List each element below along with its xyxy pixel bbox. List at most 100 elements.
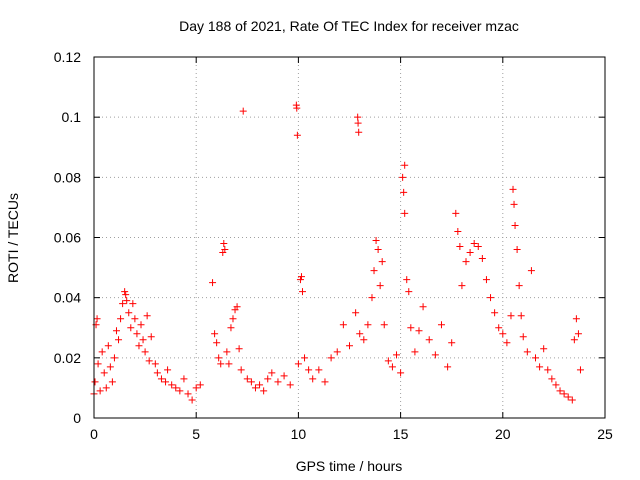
data-point-0-32 bbox=[151, 360, 159, 368]
data-point-0-60 bbox=[237, 366, 245, 374]
data-point-0-157 bbox=[572, 315, 580, 323]
data-point-0-31 bbox=[147, 333, 155, 341]
data-point-0-19 bbox=[123, 297, 131, 305]
data-point-0-48 bbox=[215, 354, 223, 362]
data-point-0-42 bbox=[188, 396, 196, 404]
data-point-0-41 bbox=[184, 390, 192, 398]
data-point-0-75 bbox=[294, 360, 302, 368]
data-point-0-108 bbox=[400, 188, 408, 196]
data-point-0-1 bbox=[91, 378, 99, 386]
data-point-0-117 bbox=[431, 351, 439, 359]
data-point-0-74 bbox=[293, 131, 301, 139]
data-point-0-116 bbox=[425, 336, 433, 344]
data-point-0-86 bbox=[339, 321, 347, 329]
data-point-0-45 bbox=[209, 279, 217, 287]
data-point-0-85 bbox=[333, 348, 341, 356]
data-point-0-22 bbox=[129, 300, 137, 308]
data-point-0-39 bbox=[176, 387, 184, 395]
data-point-0-134 bbox=[499, 330, 507, 338]
data-point-0-54 bbox=[225, 360, 233, 368]
data-point-0-145 bbox=[527, 267, 535, 275]
x-axis-label: GPS time / hours bbox=[296, 458, 403, 474]
data-point-0-156 bbox=[570, 336, 578, 344]
x-tick-label-0: 0 bbox=[90, 426, 98, 442]
data-point-0-36 bbox=[164, 366, 172, 374]
data-point-0-94 bbox=[364, 321, 372, 329]
data-point-0-114 bbox=[415, 327, 423, 335]
data-point-0-67 bbox=[264, 375, 272, 383]
data-point-0-119 bbox=[444, 363, 452, 371]
data-point-0-43 bbox=[192, 384, 200, 392]
data-point-0-25 bbox=[135, 342, 143, 350]
y-tick-label-3: 0.06 bbox=[54, 230, 81, 246]
data-point-0-147 bbox=[536, 363, 544, 371]
data-point-0-77 bbox=[297, 273, 305, 281]
data-point-0-18 bbox=[122, 291, 130, 299]
data-point-0-153 bbox=[560, 390, 568, 398]
data-point-0-141 bbox=[515, 282, 523, 290]
data-point-0-136 bbox=[507, 312, 515, 320]
x-axis-ticks: 0 5 10 15 20 25 bbox=[90, 57, 613, 442]
data-point-0-11 bbox=[108, 378, 116, 386]
data-point-0-80 bbox=[305, 366, 313, 374]
data-point-0-24 bbox=[133, 330, 141, 338]
data-point-0-158 bbox=[574, 330, 582, 338]
data-point-0-64 bbox=[251, 384, 259, 392]
data-point-0-34 bbox=[157, 375, 165, 383]
data-point-0-14 bbox=[115, 336, 123, 344]
x-tick-label-2: 10 bbox=[291, 426, 307, 442]
data-point-0-23 bbox=[131, 315, 139, 323]
data-point-0-135 bbox=[503, 339, 511, 347]
data-point-0-144 bbox=[523, 348, 531, 356]
data-point-0-123 bbox=[456, 243, 464, 251]
data-point-0-15 bbox=[117, 315, 125, 323]
data-point-0-89 bbox=[354, 113, 362, 121]
data-point-0-128 bbox=[474, 243, 482, 251]
data-point-0-125 bbox=[462, 258, 470, 266]
data-point-0-29 bbox=[143, 312, 151, 320]
data-point-0-17 bbox=[121, 288, 129, 296]
data-point-0-33 bbox=[153, 369, 161, 377]
chart-title: Day 188 of 2021, Rate Of TEC Index for r… bbox=[179, 18, 519, 34]
data-point-0-61 bbox=[239, 107, 247, 115]
data-point-0-155 bbox=[568, 396, 576, 404]
data-point-0-101 bbox=[380, 321, 388, 329]
data-point-0-102 bbox=[384, 357, 392, 365]
data-point-0-96 bbox=[370, 267, 378, 275]
data-point-0-154 bbox=[564, 393, 572, 401]
data-point-0-68 bbox=[268, 369, 276, 377]
data-point-0-109 bbox=[401, 209, 409, 217]
x-tick-label-1: 5 bbox=[192, 426, 200, 442]
data-point-0-5 bbox=[96, 387, 104, 395]
data-point-0-142 bbox=[517, 312, 525, 320]
data-point-0-148 bbox=[540, 345, 548, 353]
data-points bbox=[90, 101, 584, 404]
data-point-0-131 bbox=[487, 294, 495, 302]
data-point-0-95 bbox=[368, 294, 376, 302]
data-point-0-159 bbox=[576, 366, 584, 374]
data-point-0-12 bbox=[110, 354, 118, 362]
data-point-0-66 bbox=[260, 387, 268, 395]
data-point-0-9 bbox=[104, 342, 112, 350]
data-point-0-152 bbox=[556, 387, 564, 395]
data-point-0-110 bbox=[403, 276, 411, 284]
data-point-0-81 bbox=[309, 375, 317, 383]
data-point-0-56 bbox=[229, 315, 237, 323]
data-point-0-92 bbox=[356, 330, 364, 338]
data-point-0-70 bbox=[280, 372, 288, 380]
data-point-0-127 bbox=[470, 240, 478, 248]
data-point-0-139 bbox=[511, 221, 519, 229]
data-point-0-51 bbox=[220, 240, 228, 248]
data-point-0-20 bbox=[125, 309, 133, 317]
data-point-0-30 bbox=[145, 357, 153, 365]
data-point-0-63 bbox=[247, 378, 255, 386]
data-point-0-10 bbox=[106, 363, 114, 371]
y-tick-label-6: 0.12 bbox=[54, 49, 81, 65]
data-point-0-79 bbox=[301, 354, 309, 362]
data-point-0-71 bbox=[286, 381, 294, 389]
data-point-0-146 bbox=[532, 354, 540, 362]
data-point-0-69 bbox=[274, 378, 282, 386]
data-point-0-26 bbox=[137, 321, 145, 329]
